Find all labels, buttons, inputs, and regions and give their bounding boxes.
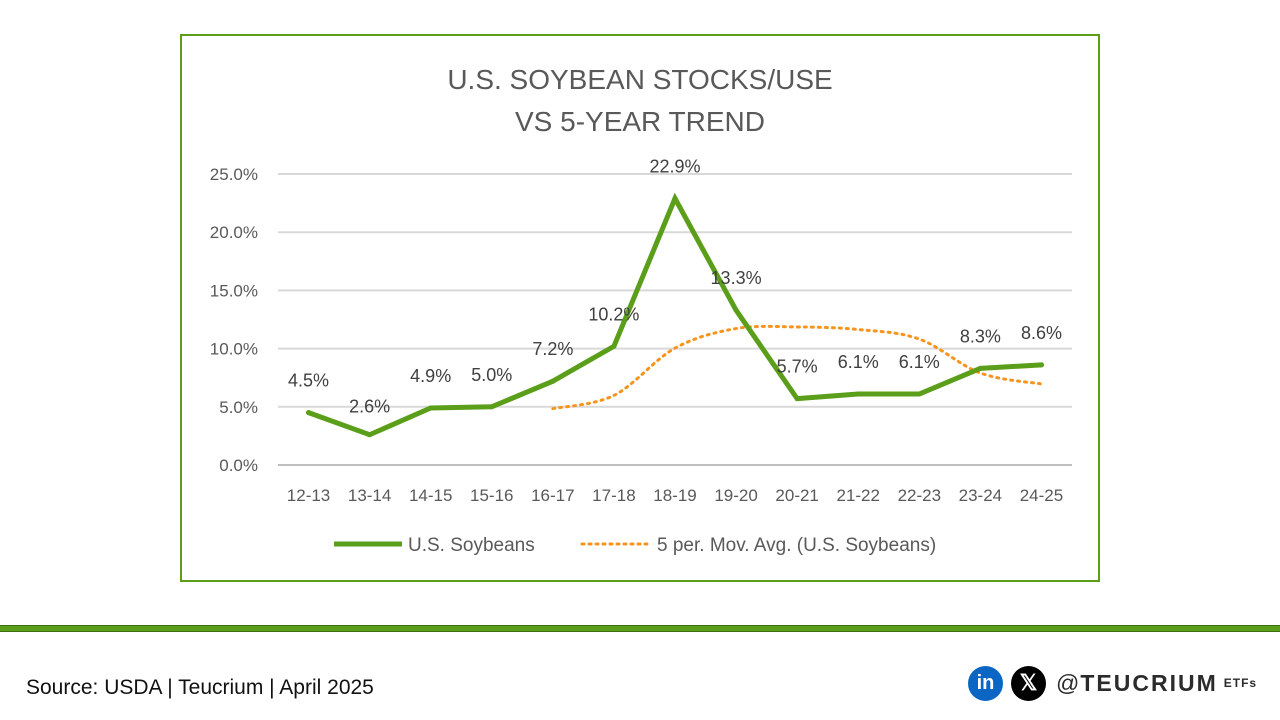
data-label: 2.6% xyxy=(349,397,390,417)
data-label: 7.2% xyxy=(532,339,573,359)
linkedin-icon[interactable]: in xyxy=(968,665,1003,701)
y-tick-label: 0.0% xyxy=(219,456,258,475)
data-point xyxy=(977,365,983,371)
data-point xyxy=(367,432,373,438)
data-label: 6.1% xyxy=(838,352,879,372)
data-label: 8.3% xyxy=(960,326,1001,346)
teucrium-logo: TEUCRIUM xyxy=(1080,669,1218,696)
data-point xyxy=(306,410,312,416)
soybeans-series-line xyxy=(306,192,1044,438)
chart-title-line-2: VS 5-YEAR TREND xyxy=(515,106,765,137)
data-point xyxy=(733,307,739,313)
data-label: 4.9% xyxy=(410,366,451,386)
x-tick-label: 19-20 xyxy=(714,486,757,505)
data-label: 22.9% xyxy=(649,156,700,176)
etfs-suffix: ETFs xyxy=(1223,676,1258,690)
x-tick-label: 18-19 xyxy=(653,486,696,505)
data-label: 5.7% xyxy=(777,357,818,377)
source-caption: Source: USDA | Teucrium | April 2025 xyxy=(26,676,374,699)
data-label: 5.0% xyxy=(471,365,512,385)
legend-label-soybeans: U.S. Soybeans xyxy=(408,535,535,556)
data-point xyxy=(489,404,495,410)
x-tick-label: 15-16 xyxy=(470,486,513,505)
x-tick-label: 13-14 xyxy=(348,486,391,505)
line-chart: U.S. SOYBEAN STOCKS/USE VS 5-YEAR TREND … xyxy=(210,64,1072,556)
x-tick-label: 23-24 xyxy=(959,486,1002,505)
x-tick-label: 21-22 xyxy=(836,486,879,505)
social-handles: in 𝕏 @TEUCRIUM ETFs xyxy=(968,665,1257,701)
data-point xyxy=(916,391,922,397)
data-label: 4.5% xyxy=(288,371,329,391)
data-point xyxy=(794,396,800,402)
data-label: 10.2% xyxy=(588,304,639,324)
handle-prefix: @ xyxy=(1056,669,1081,696)
y-tick-label: 10.0% xyxy=(210,340,258,359)
data-label: 8.6% xyxy=(1021,323,1062,343)
data-label: 6.1% xyxy=(899,352,940,372)
trend-series-line xyxy=(551,324,1043,411)
y-tick-label: 15.0% xyxy=(210,281,258,300)
x-icon[interactable]: 𝕏 xyxy=(1011,665,1046,701)
chart-frame: U.S. SOYBEAN STOCKS/USE VS 5-YEAR TREND … xyxy=(180,34,1100,582)
data-point xyxy=(550,378,556,384)
data-point xyxy=(428,405,434,411)
handle: @TEUCRIUM xyxy=(1056,670,1218,697)
data-point xyxy=(855,391,861,397)
data-point xyxy=(672,195,678,201)
legend-label-trend: 5 per. Mov. Avg. (U.S. Soybeans) xyxy=(657,535,936,556)
x-tick-label: 24-25 xyxy=(1020,486,1063,505)
x-tick-label: 22-23 xyxy=(898,486,941,505)
x-tick-label: 20-21 xyxy=(775,486,818,505)
x-tick-label: 14-15 xyxy=(409,486,452,505)
x-tick-label: 17-18 xyxy=(592,486,635,505)
y-tick-label: 25.0% xyxy=(210,165,258,184)
x-tick-label: 16-17 xyxy=(531,486,574,505)
y-tick-label: 5.0% xyxy=(219,398,258,417)
footer-divider xyxy=(0,625,1280,632)
x-tick-label: 12-13 xyxy=(287,486,330,505)
chart-title-line-1: U.S. SOYBEAN STOCKS/USE xyxy=(447,64,832,95)
y-tick-label: 20.0% xyxy=(210,223,258,242)
data-point xyxy=(611,343,617,349)
data-point xyxy=(1038,362,1044,368)
data-label: 13.3% xyxy=(711,268,762,288)
